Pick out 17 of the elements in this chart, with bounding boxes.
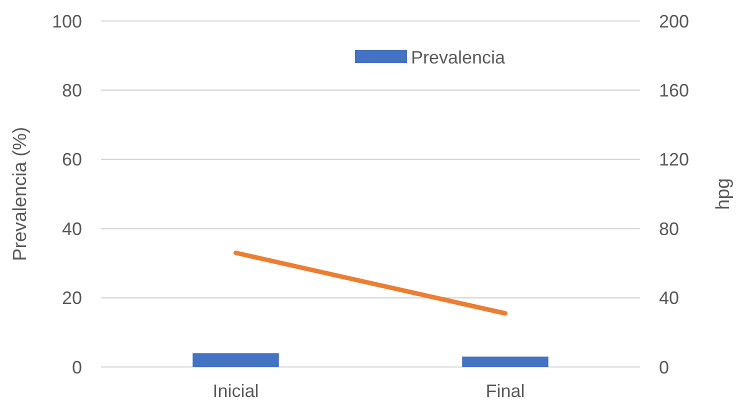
y-axis-title: Prevalencia (%) — [10, 126, 31, 262]
x-tick-label: Final — [486, 381, 525, 401]
y-tick-label: 80 — [62, 80, 82, 100]
y2-tick-label: 40 — [659, 288, 680, 308]
y-tick-label: 60 — [62, 150, 82, 170]
y-tick-label: 40 — [62, 218, 82, 239]
y2-tick-label: 0 — [659, 357, 670, 378]
y2-axis-title: hpg — [713, 178, 734, 210]
y-tick-label: 100 — [52, 11, 82, 32]
legend-label: Prevalencia — [411, 47, 506, 68]
y2-tick-label: 120 — [659, 150, 690, 170]
y2-tick-label: 200 — [659, 11, 690, 32]
y2-tick-label: 160 — [659, 80, 690, 100]
y-tick-label: 20 — [62, 288, 82, 308]
x-tick-label: Inicial — [212, 381, 259, 401]
y2-tick-label: 80 — [659, 218, 680, 239]
y-tick-label: 0 — [72, 357, 82, 378]
